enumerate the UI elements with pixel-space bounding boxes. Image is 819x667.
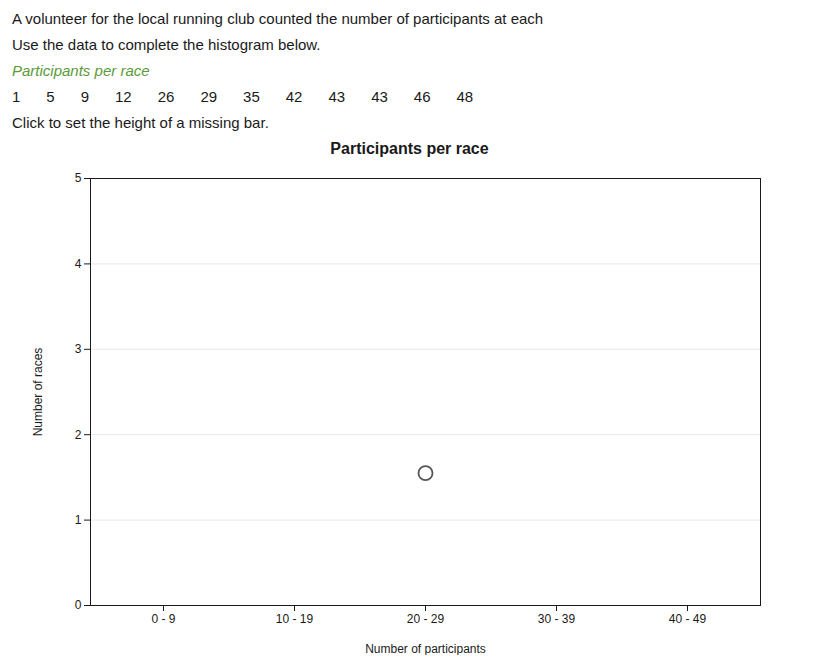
html-text:1: 1 [12,88,21,105]
svg-text:2: 2 [74,428,81,442]
svg-text:20 - 29: 20 - 29 [406,612,444,626]
html-text:43: 43 [371,88,388,105]
html-text:5: 5 [46,88,55,105]
html-text:Participants per race: Participants per race [330,140,489,157]
html-text:46: 46 [413,88,431,105]
html-text:26: 26 [157,88,175,105]
html-text:A volunteer for the local runn: A volunteer for the local running club c… [12,10,544,27]
html-text:43: 43 [328,88,346,105]
svg-text:10 - 19: 10 - 19 [275,612,313,626]
html-text:35: 35 [243,88,260,105]
html-text:Use the data to complete the h: Use the data to complete the histogram b… [12,36,321,53]
svg-text:Number of participants: Number of participants [365,642,486,656]
svg-text:0 - 9: 0 - 9 [151,612,175,626]
svg-text:0: 0 [74,598,81,612]
html-text:12: 12 [115,88,132,105]
html-text:Participants per race: Participants per race [12,62,150,79]
svg-text:30 - 39: 30 - 39 [537,612,575,626]
svg-text:1: 1 [74,513,81,527]
svg-text:Number of races: Number of races [31,348,45,437]
html-text:42: 42 [285,88,303,105]
svg-text:5: 5 [74,171,81,185]
svg-text:4: 4 [74,257,81,271]
svg-text:40 - 49: 40 - 49 [668,612,706,626]
html-text:48: 48 [456,88,474,105]
html-text:Click to set the height of a m: Click to set the height of a missing bar… [12,114,269,131]
html-text:9: 9 [80,88,89,105]
svg-text:3: 3 [74,342,81,356]
html-text:29: 29 [200,88,218,105]
